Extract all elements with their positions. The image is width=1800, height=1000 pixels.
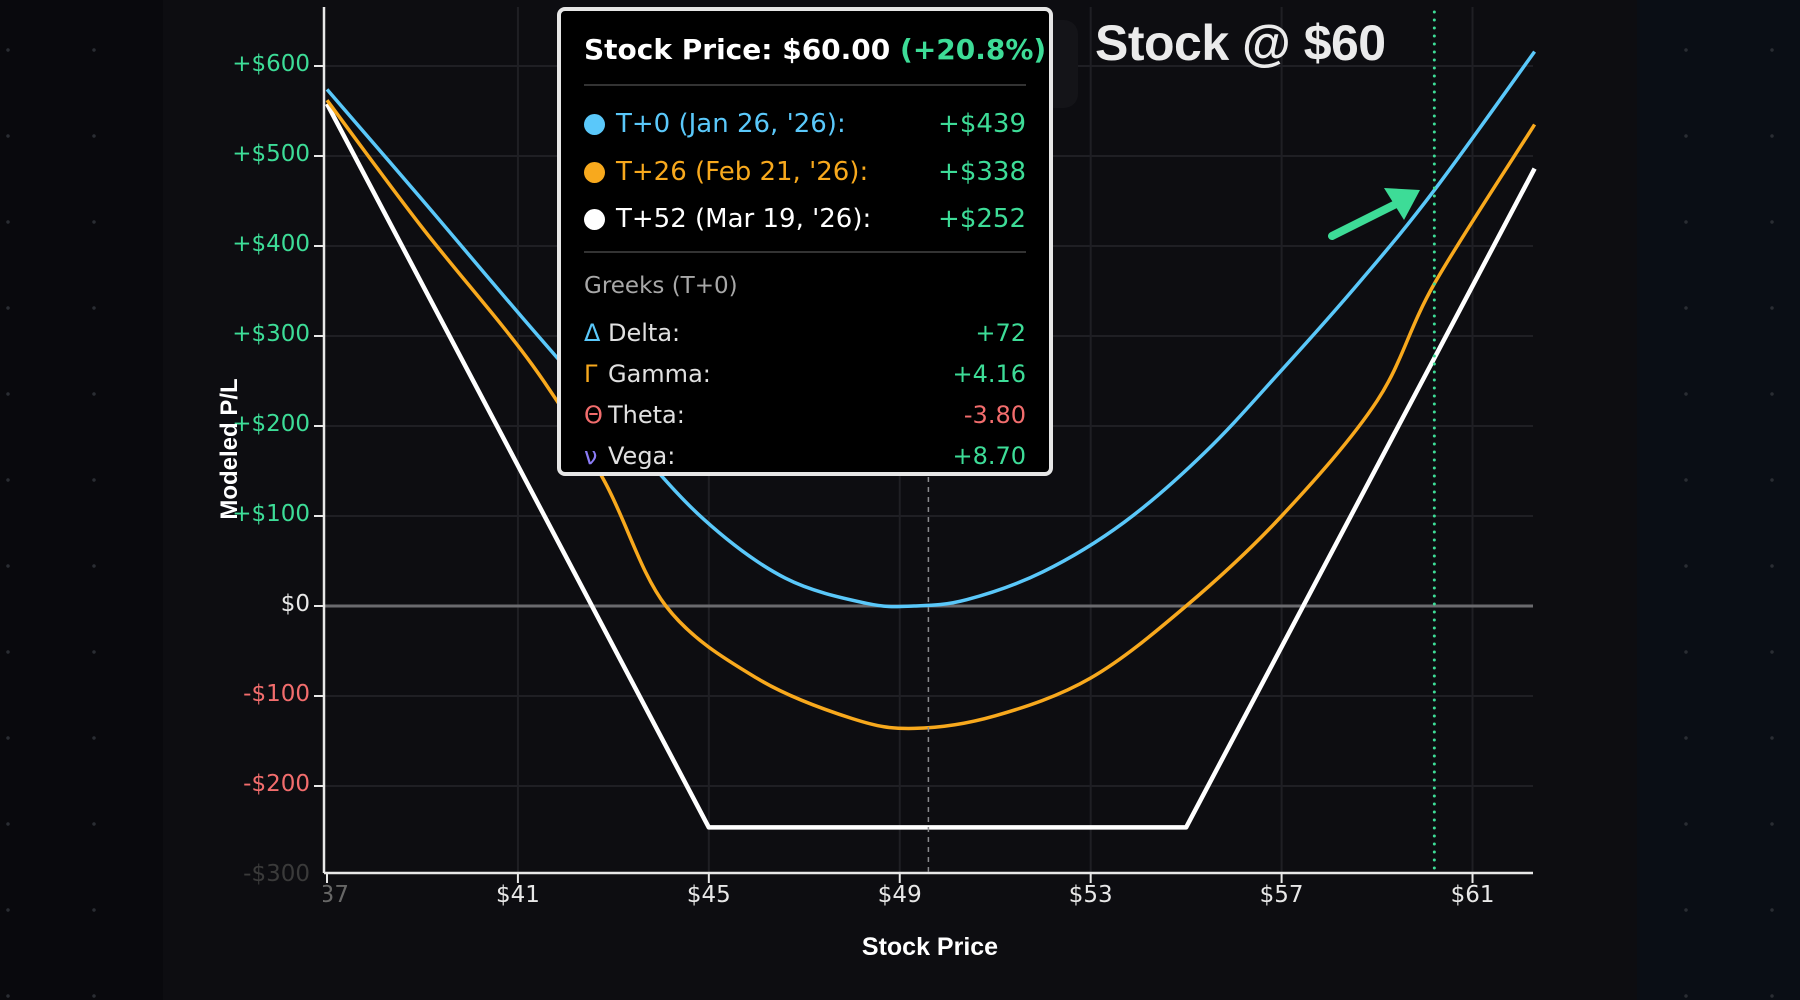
theta-icon: Θ xyxy=(584,401,603,429)
y-tick-label: -$300 xyxy=(243,861,310,887)
y-tick-label: +$200 xyxy=(232,411,310,437)
x-tick-label: $61 xyxy=(1450,882,1495,908)
gamma-icon: Γ xyxy=(584,360,598,388)
row-label: T+0 (Jan 26, '26): xyxy=(616,109,846,139)
tooltip-row-t52: T+52 (Mar 19, '26): +$252 xyxy=(584,202,1026,236)
x-tick-label: $37 xyxy=(305,882,349,908)
series-line xyxy=(325,102,1537,830)
greek-value: +72 xyxy=(975,319,1026,347)
greek-label: Delta: xyxy=(608,319,681,347)
row-value: +$252 xyxy=(938,204,1026,234)
tooltip-row-t0: T+0 (Jan 26, '26): +$439 xyxy=(584,107,1026,141)
divider xyxy=(584,84,1026,86)
tooltip-change: (+20.8%) xyxy=(900,33,1047,66)
y-tick-label: +$300 xyxy=(232,321,310,347)
series-lines xyxy=(325,50,1537,830)
x-tick-label: $45 xyxy=(686,882,731,908)
y-tick-label: -$100 xyxy=(243,681,310,707)
dot-grid-right xyxy=(1637,0,1800,1000)
greek-value: +4.16 xyxy=(952,360,1026,388)
delta-icon: Δ xyxy=(584,319,601,347)
greek-label: Gamma: xyxy=(608,360,711,388)
series-line xyxy=(325,50,1537,609)
hover-tooltip: Stock Price: $60.00 (+20.8%) T+0 (Jan 26… xyxy=(557,7,1053,476)
dot-grid-left xyxy=(0,0,163,1000)
x-tick-label: $49 xyxy=(877,882,922,908)
x-axis-label: Stock Price xyxy=(861,933,999,961)
x-tick-label: $57 xyxy=(1259,882,1304,908)
x-tick-label: $53 xyxy=(1068,882,1113,908)
greek-value: -3.80 xyxy=(963,401,1026,429)
y-tick-label: $0 xyxy=(280,591,310,617)
greek-theta: Θ Theta: -3.80 xyxy=(584,399,1026,431)
greek-label: Theta: xyxy=(608,401,685,429)
y-tick-label: +$400 xyxy=(232,231,310,257)
row-label: T+52 (Mar 19, '26): xyxy=(616,204,872,234)
greeks-header: Greeks (T+0) xyxy=(584,273,738,299)
row-value: +$338 xyxy=(938,157,1026,187)
arrow-icon xyxy=(1328,188,1420,240)
row-label: T+26 (Feb 21, '26): xyxy=(616,157,869,187)
x-tick-label: $41 xyxy=(495,882,540,908)
y-tick-label: +$600 xyxy=(232,51,310,77)
series-dot-icon xyxy=(584,208,605,230)
series-dot-icon xyxy=(584,113,605,135)
greek-vega: ν Vega: +8.70 xyxy=(584,440,1026,472)
greek-gamma: Γ Gamma: +4.16 xyxy=(584,358,1026,390)
vega-icon: ν xyxy=(584,442,598,470)
series-line xyxy=(325,99,1537,731)
y-tick-label: +$500 xyxy=(232,141,310,167)
y-axis-label: Modeled P/L xyxy=(216,378,243,520)
y-tick-label: -$200 xyxy=(243,771,310,797)
greek-label: Vega: xyxy=(608,442,676,470)
series-dot-icon xyxy=(584,161,605,183)
greek-value: +8.70 xyxy=(952,442,1026,470)
greek-delta: Δ Delta: +72 xyxy=(584,317,1026,349)
tooltip-row-t26: T+26 (Feb 21, '26): +$338 xyxy=(584,155,1026,189)
row-value: +$439 xyxy=(938,109,1026,139)
divider xyxy=(584,251,1026,253)
annotation-label: Stock @ $60 xyxy=(1095,15,1386,71)
y-tick-label: +$100 xyxy=(232,501,310,527)
tooltip-title: Stock Price: $60.00 (+20.8%) xyxy=(584,33,1046,66)
tooltip-price: Stock Price: $60.00 xyxy=(584,33,901,66)
